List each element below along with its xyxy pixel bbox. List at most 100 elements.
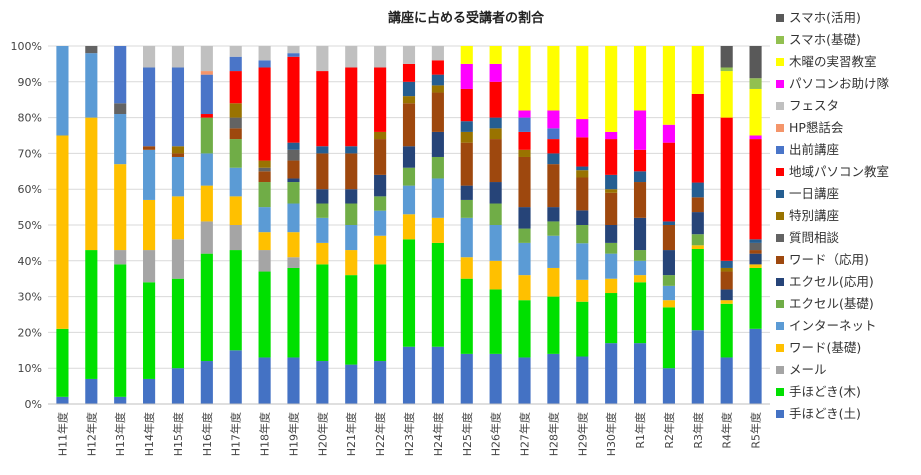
bar-segment bbox=[633, 46, 647, 111]
bar-segment bbox=[605, 293, 618, 344]
bar-segment bbox=[460, 278, 473, 354]
bar-segment bbox=[56, 46, 69, 136]
bar-segment bbox=[431, 85, 444, 93]
bar-segment bbox=[171, 196, 185, 240]
bar-segment bbox=[720, 289, 733, 301]
legend-label: ワード（応用) bbox=[789, 252, 869, 267]
bar-segment bbox=[143, 149, 156, 200]
bar-segment bbox=[345, 189, 358, 204]
bar-segment bbox=[431, 92, 444, 132]
bar-segment bbox=[258, 232, 271, 251]
bar-segment bbox=[431, 60, 444, 75]
bar-segment bbox=[576, 119, 589, 138]
bar-segment bbox=[143, 46, 156, 68]
bar-segment bbox=[720, 67, 733, 72]
bar-segment bbox=[258, 46, 271, 61]
bar-segment bbox=[287, 56, 300, 143]
bar-segment bbox=[287, 178, 300, 183]
y-tick-label: 80% bbox=[18, 112, 42, 125]
bar-segment bbox=[431, 156, 444, 179]
bar-segment bbox=[229, 350, 242, 404]
bar-segment bbox=[85, 250, 98, 379]
legend-swatch bbox=[776, 80, 784, 88]
legend-label: パソコンお助け隊 bbox=[789, 76, 890, 91]
bar-segment bbox=[576, 356, 589, 404]
bar-segment bbox=[171, 156, 185, 197]
bar-segment bbox=[547, 353, 560, 404]
bar-segment bbox=[114, 114, 127, 165]
bar-segment bbox=[720, 46, 733, 68]
bar-segment bbox=[316, 189, 329, 204]
bar-segment bbox=[460, 185, 473, 200]
bar-stack bbox=[431, 46, 444, 404]
bar-segment bbox=[402, 214, 416, 240]
bar-segment bbox=[56, 135, 69, 329]
bar-segment bbox=[489, 260, 502, 290]
x-tick-label: H18年度 bbox=[258, 412, 272, 456]
legend-item: スマホ(基礎) bbox=[776, 32, 861, 47]
legend-label: スマホ(活用) bbox=[789, 10, 861, 25]
bar-segment bbox=[402, 239, 416, 347]
legend-swatch bbox=[776, 366, 784, 374]
bar-segment bbox=[518, 242, 531, 276]
bar-stack bbox=[605, 46, 618, 404]
bar-segment bbox=[749, 139, 762, 240]
bar-segment bbox=[402, 167, 416, 186]
bar-segment bbox=[460, 46, 473, 64]
x-tick-label: H29年度 bbox=[575, 412, 589, 456]
bar-segment bbox=[85, 53, 98, 118]
bar-stack bbox=[287, 46, 300, 404]
bar-segment bbox=[460, 217, 473, 258]
bar-segment bbox=[431, 346, 444, 404]
bar-stack bbox=[229, 46, 242, 404]
bar-segment bbox=[287, 46, 300, 54]
bar-segment bbox=[547, 221, 560, 236]
legend-item: HP懇話会 bbox=[776, 120, 844, 135]
legend-label: 手ほどき(木) bbox=[789, 384, 861, 399]
legend-label: ワード(基礎) bbox=[789, 340, 861, 355]
legend-label: インターネット bbox=[789, 318, 877, 333]
bar-segment bbox=[171, 153, 185, 157]
bar-segment bbox=[143, 250, 156, 283]
bar-segment bbox=[431, 217, 444, 243]
bar-segment bbox=[518, 275, 531, 301]
bar-segment bbox=[605, 278, 618, 294]
bar-segment bbox=[402, 103, 416, 147]
legend-item: フェスタ bbox=[776, 98, 839, 113]
bar-segment bbox=[287, 232, 300, 258]
bar-segment bbox=[576, 243, 589, 280]
bar-segment bbox=[547, 139, 560, 154]
bar-segment bbox=[547, 296, 560, 354]
bar-segment bbox=[143, 282, 156, 379]
bar-segment bbox=[258, 357, 271, 404]
bar-segment bbox=[114, 103, 127, 115]
bar-segment bbox=[200, 153, 213, 186]
bar-segment bbox=[114, 250, 127, 265]
bar-segment bbox=[460, 88, 473, 122]
legend-swatch bbox=[776, 234, 784, 242]
bar-segment bbox=[316, 71, 329, 147]
bar-segment bbox=[345, 275, 358, 365]
bar-segment bbox=[345, 67, 358, 147]
x-tick-label: H25年度 bbox=[460, 412, 474, 456]
bar-segment bbox=[518, 156, 531, 208]
bar-segment bbox=[691, 248, 704, 331]
bar-segment bbox=[518, 228, 531, 243]
bar-segment bbox=[460, 199, 473, 218]
bar-segment bbox=[576, 166, 589, 171]
x-tick-label: H20年度 bbox=[315, 412, 329, 456]
bar-segment bbox=[374, 210, 387, 236]
bar-segment bbox=[229, 167, 242, 197]
bar-segment bbox=[605, 174, 618, 190]
bar-segment bbox=[431, 178, 444, 218]
bar-segment bbox=[633, 275, 647, 283]
bar-segment bbox=[402, 346, 416, 404]
bar-segment bbox=[345, 364, 358, 404]
y-tick-label: 40% bbox=[18, 255, 42, 268]
bar-segment bbox=[576, 137, 589, 167]
bar-segment bbox=[547, 110, 560, 129]
bar-segment bbox=[143, 199, 156, 251]
bar-stack bbox=[749, 46, 762, 404]
chart-title: 講座に占める受講者の割合 bbox=[388, 10, 545, 26]
bar-segment bbox=[287, 142, 300, 150]
